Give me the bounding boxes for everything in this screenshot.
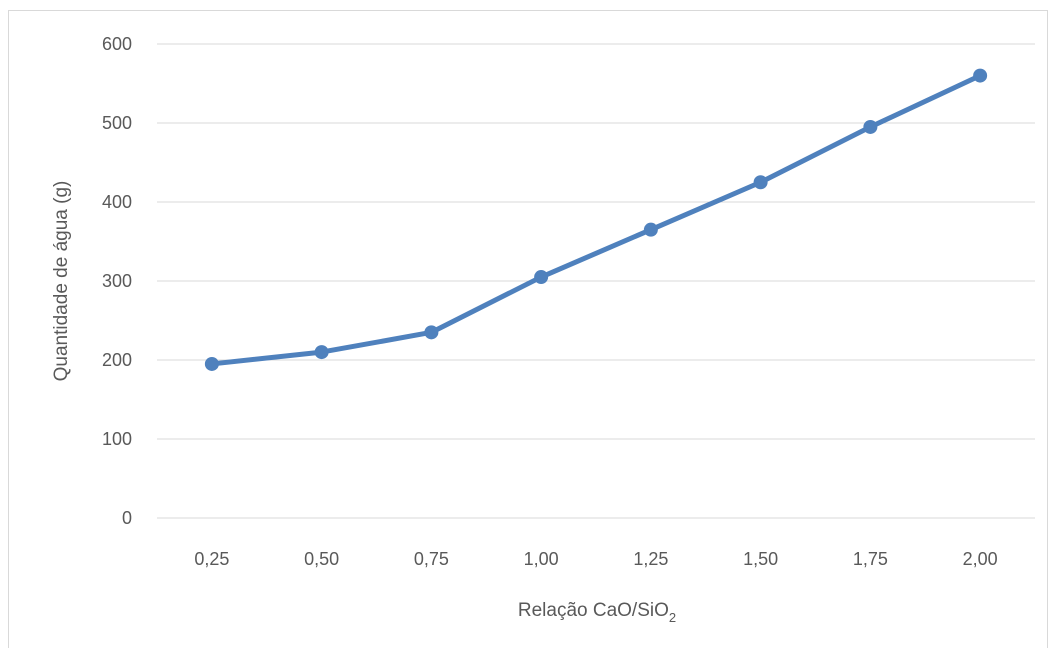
x-axis-tick-labels: 0,25 0,50 0,75 1,00 1,25 1,50 1,75 2,00 (194, 549, 997, 569)
y-tick-label: 0 (122, 508, 132, 528)
data-point (753, 175, 768, 190)
y-tick-label: 100 (102, 429, 132, 449)
data-point (424, 325, 439, 340)
y-tick-label: 600 (102, 34, 132, 54)
data-point (204, 356, 219, 371)
y-tick-label: 500 (102, 113, 132, 133)
x-tick-label: 0,25 (194, 549, 229, 569)
x-tick-label: 0,50 (304, 549, 339, 569)
x-tick-label: 1,00 (524, 549, 559, 569)
gridlines (157, 43, 1035, 519)
series-line (209, 73, 983, 367)
data-point (863, 119, 878, 134)
x-axis-title: Relação CaO/SiO2 (518, 600, 676, 625)
y-tick-label: 200 (102, 350, 132, 370)
data-point (314, 345, 329, 360)
data-point (643, 222, 658, 237)
y-axis-tick-labels: 0 100 200 300 400 500 600 (102, 34, 132, 528)
x-axis-title-subscript: 2 (669, 610, 676, 625)
y-axis-title: Quantidade de água (g) (51, 181, 72, 382)
y-tick-label: 300 (102, 271, 132, 291)
x-axis-title-main: Relação CaO/SiO (518, 600, 669, 621)
data-point (534, 270, 549, 285)
x-tick-label: 2,00 (963, 549, 998, 569)
chart-frame (8, 10, 1048, 648)
data-point (973, 68, 988, 83)
series-group (204, 68, 988, 371)
x-tick-label: 0,75 (414, 549, 449, 569)
y-tick-label: 400 (102, 192, 132, 212)
x-tick-label: 1,25 (633, 549, 668, 569)
x-tick-label: 1,75 (853, 549, 888, 569)
x-tick-label: 1,50 (743, 549, 778, 569)
